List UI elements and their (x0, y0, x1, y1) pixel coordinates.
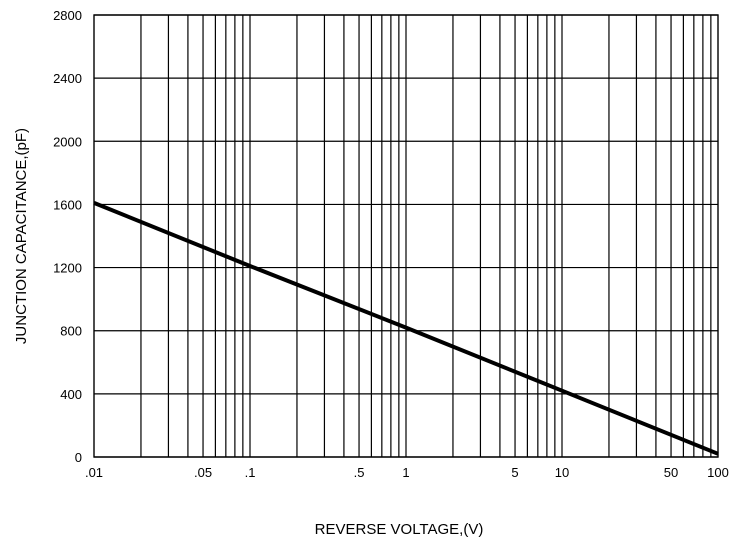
x-axis-title: REVERSE VOLTAGE,(V) (315, 521, 484, 538)
y-tick-label: 0 (75, 450, 82, 465)
plot-frame (93, 14, 719, 458)
horizontal-grid (94, 14, 718, 458)
y-tick-labels: 0 400 800 1200 1600 2000 2400 2800 (53, 8, 82, 465)
y-tick-label: 800 (60, 324, 82, 339)
series-line (93, 201, 719, 456)
x-tick-label: .05 (194, 465, 212, 480)
x-tick-label: .5 (354, 465, 365, 480)
y-axis-title: JUNCTION CAPACITANCE,(pF) (13, 128, 30, 344)
x-tick-label: .01 (85, 465, 103, 480)
x-tick-label: 50 (664, 465, 678, 480)
y-tick-label: 2800 (53, 8, 82, 23)
y-tick-label: 2000 (53, 134, 82, 149)
x-tick-label: 5 (511, 465, 518, 480)
x-tick-label: 1 (402, 465, 409, 480)
y-tick-label: 1200 (53, 261, 82, 276)
series-layer (93, 201, 719, 456)
vertical-grid (140, 15, 712, 457)
x-tick-labels: .01 .05 .1 .5 1 5 10 50 100 (85, 465, 729, 480)
x-tick-label: .1 (245, 465, 256, 480)
x-tick-label: 100 (707, 465, 729, 480)
y-tick-label: 2400 (53, 71, 82, 86)
x-tick-label: 10 (555, 465, 569, 480)
y-tick-label: 400 (60, 387, 82, 402)
y-tick-label: 1600 (53, 197, 82, 212)
